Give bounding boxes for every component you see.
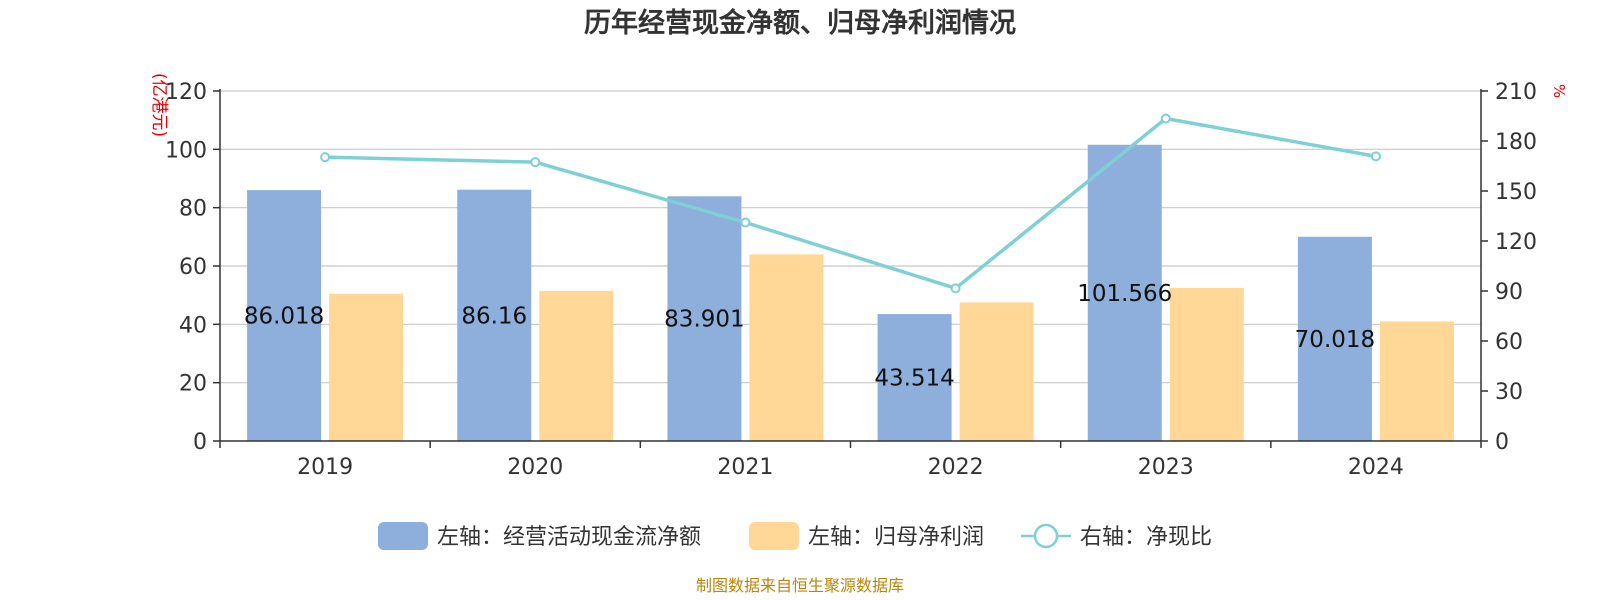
x-axis-tick-label: 2021 <box>717 455 773 480</box>
bar-data-label: 43.514 <box>874 366 954 392</box>
legend-swatch-cashflow <box>378 522 428 550</box>
right-axis-tick-label: 30 <box>1495 380 1523 405</box>
ratio-line <box>320 113 1381 294</box>
legend-label-net-profit: 左轴：归母净利润 <box>808 525 984 550</box>
bar-data-label: 83.901 <box>664 307 744 333</box>
right-axis-tick-label: 180 <box>1495 130 1537 155</box>
bar-cashflow <box>1087 144 1162 441</box>
right-axis-tick-label: 120 <box>1495 230 1537 255</box>
left-axis-tick-label: 60 <box>179 255 207 280</box>
x-axis-tick-label: 2024 <box>1348 455 1404 480</box>
axes: 0 20 40 60 80 100 120 0 30 60 90 120 150 180 210 2019 20… <box>165 80 1537 480</box>
legend-label-ratio: 右轴：净现比 <box>1080 525 1212 550</box>
left-axis-tick-label: 100 <box>165 138 207 163</box>
bar-data-label: 86.16 <box>461 303 527 329</box>
bar-cashflow <box>1297 236 1372 441</box>
left-axis-tick-label: 40 <box>179 313 207 338</box>
ratio-point <box>950 283 961 294</box>
bar-net-profit <box>959 302 1034 441</box>
right-axis-tick-label: 60 <box>1495 330 1523 355</box>
left-axis-unit: (亿港元) <box>149 73 169 137</box>
left-axis-tick-label: 80 <box>179 197 207 222</box>
ratio-point <box>320 152 331 163</box>
grid-lines <box>220 90 1481 384</box>
right-axis-tick-label: 0 <box>1495 430 1509 455</box>
right-axis-tick-label: 150 <box>1495 180 1537 205</box>
ratio-point <box>1160 113 1171 124</box>
bar-net-profit <box>539 290 614 441</box>
bar-cashflow <box>667 196 742 441</box>
legend-marker-ratio <box>1033 523 1059 549</box>
left-axis-tick-label: 0 <box>193 430 207 455</box>
right-axis-tick-label: 90 <box>1495 280 1523 305</box>
bar-cashflow <box>247 190 322 441</box>
bar-data-label: 86.018 <box>244 304 324 330</box>
bar-cashflow <box>457 189 532 441</box>
bar-net-profit <box>749 254 824 441</box>
bar-cashflow <box>877 314 952 441</box>
x-axis-tick-label: 2022 <box>928 455 984 480</box>
bar-net-profit <box>329 293 404 441</box>
data-labels: 86.018 86.16 83.901 43.514 101.566 70.018 <box>244 281 1375 392</box>
right-axis-tick-label: 210 <box>1495 80 1537 105</box>
legend-swatch-net-profit <box>749 522 799 550</box>
source-note: 制图数据来自恒生聚源数据库 <box>696 576 904 595</box>
right-axis-unit: % <box>1550 84 1568 98</box>
x-axis-tick-label: 2023 <box>1138 455 1194 480</box>
bar-data-label: 101.566 <box>1077 281 1172 307</box>
chart-title: 历年经营现金净额、归母净利润情况 <box>584 7 1016 39</box>
left-axis-tick-label: 20 <box>179 372 207 397</box>
bar-data-label: 70.018 <box>1295 327 1375 353</box>
left-axis-tick-label: 120 <box>165 80 207 105</box>
ratio-point <box>740 217 751 228</box>
bar-net-profit <box>1379 321 1454 441</box>
x-axis-tick-label: 2019 <box>297 455 353 480</box>
legend: 左轴：经营活动现金流净额 左轴：归母净利润 右轴：净现比 <box>378 522 1212 550</box>
legend-label-cashflow: 左轴：经营活动现金流净额 <box>437 525 701 550</box>
ratio-point <box>1370 151 1381 162</box>
x-axis-tick-label: 2020 <box>507 455 563 480</box>
ratio-point <box>530 157 541 168</box>
ratio-line-path <box>325 116 1377 291</box>
bars <box>247 144 1454 441</box>
bar-net-profit <box>1169 287 1244 441</box>
